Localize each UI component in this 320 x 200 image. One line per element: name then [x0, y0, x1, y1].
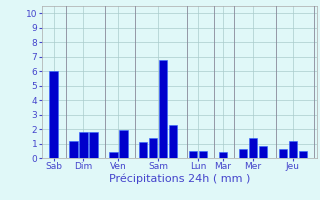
Bar	[219, 152, 227, 158]
Bar	[49, 71, 58, 158]
Bar	[159, 60, 167, 158]
Bar	[149, 138, 157, 158]
X-axis label: Précipitations 24h ( mm ): Précipitations 24h ( mm )	[108, 174, 250, 184]
Bar	[299, 151, 307, 158]
Bar	[249, 138, 257, 158]
Bar	[79, 132, 88, 158]
Bar	[189, 151, 197, 158]
Bar	[289, 141, 297, 158]
Bar	[89, 132, 98, 158]
Bar	[169, 125, 177, 158]
Bar	[119, 130, 128, 158]
Bar	[279, 149, 287, 158]
Bar	[109, 152, 117, 158]
Bar	[69, 141, 78, 158]
Bar	[199, 151, 207, 158]
Bar	[139, 142, 148, 158]
Bar	[259, 146, 267, 158]
Bar	[239, 149, 247, 158]
